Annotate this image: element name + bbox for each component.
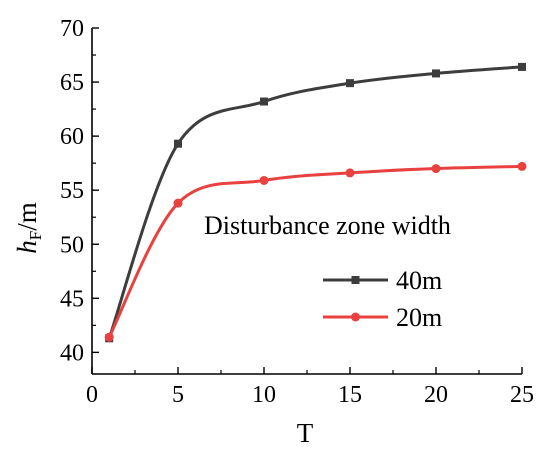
series-line — [107, 164, 523, 338]
data-point — [518, 62, 526, 71]
data-point — [259, 175, 269, 185]
x-tick-label: 0 — [86, 382, 98, 408]
y-tick-label: 50 — [60, 232, 84, 258]
y-tick-label: 65 — [60, 70, 84, 96]
x-tick-label: 10 — [252, 382, 276, 408]
legend-title: Disturbance zone width — [204, 211, 451, 240]
y-axis-title-unit: /m — [12, 202, 42, 231]
data-point — [345, 168, 355, 178]
series-line — [107, 65, 523, 339]
x-axis-title: T — [297, 418, 314, 448]
legend-marker — [351, 312, 360, 322]
axes: 40 45 50 55 60 65 70 0 5 10 15 20 25 — [60, 16, 534, 408]
x-tick-label: 20 — [424, 382, 448, 408]
y-tick-label: 45 — [60, 286, 84, 312]
data-point — [517, 161, 527, 171]
data-point — [431, 164, 441, 174]
data-point — [104, 332, 114, 342]
y-axis-title-subscript: F — [26, 231, 45, 240]
y-axis-title-main: h — [12, 240, 42, 254]
data-point — [432, 69, 440, 78]
y-tick-label: 70 — [60, 16, 84, 42]
data-point — [174, 139, 182, 148]
series-20m — [104, 161, 527, 342]
legend-label: 40m — [396, 266, 442, 295]
legend-label: 20m — [396, 303, 442, 332]
y-axis-title: hF/m — [12, 202, 45, 253]
y-tick-label: 55 — [60, 178, 84, 204]
data-point — [260, 97, 268, 106]
y-tick-label: 40 — [60, 340, 84, 366]
legend-marker — [351, 276, 360, 284]
data-point — [173, 198, 183, 208]
x-tick-label: 25 — [510, 382, 534, 408]
y-tick-label: 60 — [60, 124, 84, 150]
series-40m — [105, 62, 526, 343]
x-tick-label: 5 — [172, 382, 184, 408]
legend-entry: 20m — [323, 303, 442, 332]
data-point — [346, 79, 354, 88]
legend-entry: 40m — [323, 266, 442, 295]
x-tick-label: 15 — [338, 382, 362, 408]
series-layer — [104, 62, 527, 343]
